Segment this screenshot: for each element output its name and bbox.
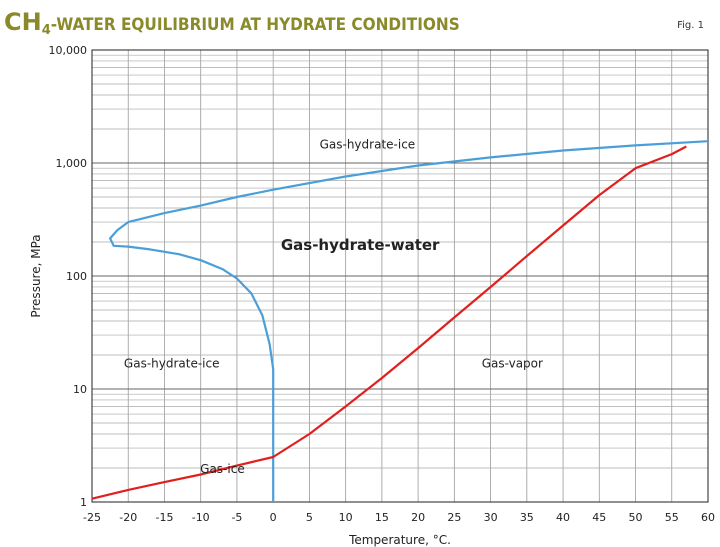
region-annotation: Gas-vapor [482, 356, 543, 370]
x-tick-label: 20 [411, 511, 425, 524]
x-tick-label: 10 [339, 511, 353, 524]
region-annotation: Gas-hydrate-water [281, 236, 440, 254]
y-tick-label: 1,000 [56, 157, 88, 170]
x-tick-labels: -25 -20 -15 -10 -5 0 5 10 15 20 25 30 35 40 45 50 55 60 [83, 511, 715, 524]
x-tick-label: 0 [270, 511, 277, 524]
region-annotation: Gas-ice [200, 462, 245, 476]
region-annotation: Gas-hydrate-ice [320, 137, 416, 151]
region-annotation: Gas-hydrate-ice [124, 356, 220, 370]
title-rest: -WATER EQUILIBRIUM AT HYDRATE CONDITIONS [50, 15, 460, 35]
x-tick-label: -5 [231, 511, 242, 524]
x-tick-label: 35 [520, 511, 534, 524]
x-tick-label: 15 [375, 511, 389, 524]
title-ch: CH [4, 8, 42, 36]
series-line-1 [127, 140, 709, 224]
annotations: Gas-hydrate-ice Gas-hydrate-water Gas-hydr… [124, 137, 543, 476]
y-axis-label: Pressure, MPa [29, 234, 43, 317]
x-tick-label: -15 [155, 511, 173, 524]
y-tick-label: 1 [80, 496, 87, 509]
figure-label: Fig. 1 [677, 20, 704, 31]
x-tick-label: 45 [592, 511, 606, 524]
x-tick-label: 30 [484, 511, 498, 524]
grid [91, 50, 709, 503]
x-tick-label: 5 [306, 511, 313, 524]
x-tick-label: 60 [701, 511, 715, 524]
x-tick-label: -20 [119, 511, 137, 524]
x-axis-label: Temperature, °C. [348, 533, 451, 547]
plot-frame [91, 49, 709, 503]
series-line-3 [91, 145, 687, 500]
x-tick-label: -25 [83, 511, 101, 524]
series-layer [91, 140, 709, 502]
y-tick-label: 10,000 [49, 44, 88, 57]
x-tick-label: -10 [192, 511, 210, 524]
series-line-2 [109, 221, 275, 502]
x-tick-label: 40 [556, 511, 570, 524]
y-tick-label: 100 [66, 270, 87, 283]
x-tick-label: 25 [447, 511, 461, 524]
title-subscript: 4 [41, 23, 51, 38]
x-tick-label: 55 [665, 511, 679, 524]
chart-title: CH4-WATER EQUILIBRIUM AT HYDRATE CONDITI… [4, 8, 460, 38]
y-tick-label: 10 [73, 383, 87, 396]
x-tick-label: 50 [629, 511, 643, 524]
y-tick-labels: 1 10 100 1,000 10,000 [49, 44, 88, 509]
